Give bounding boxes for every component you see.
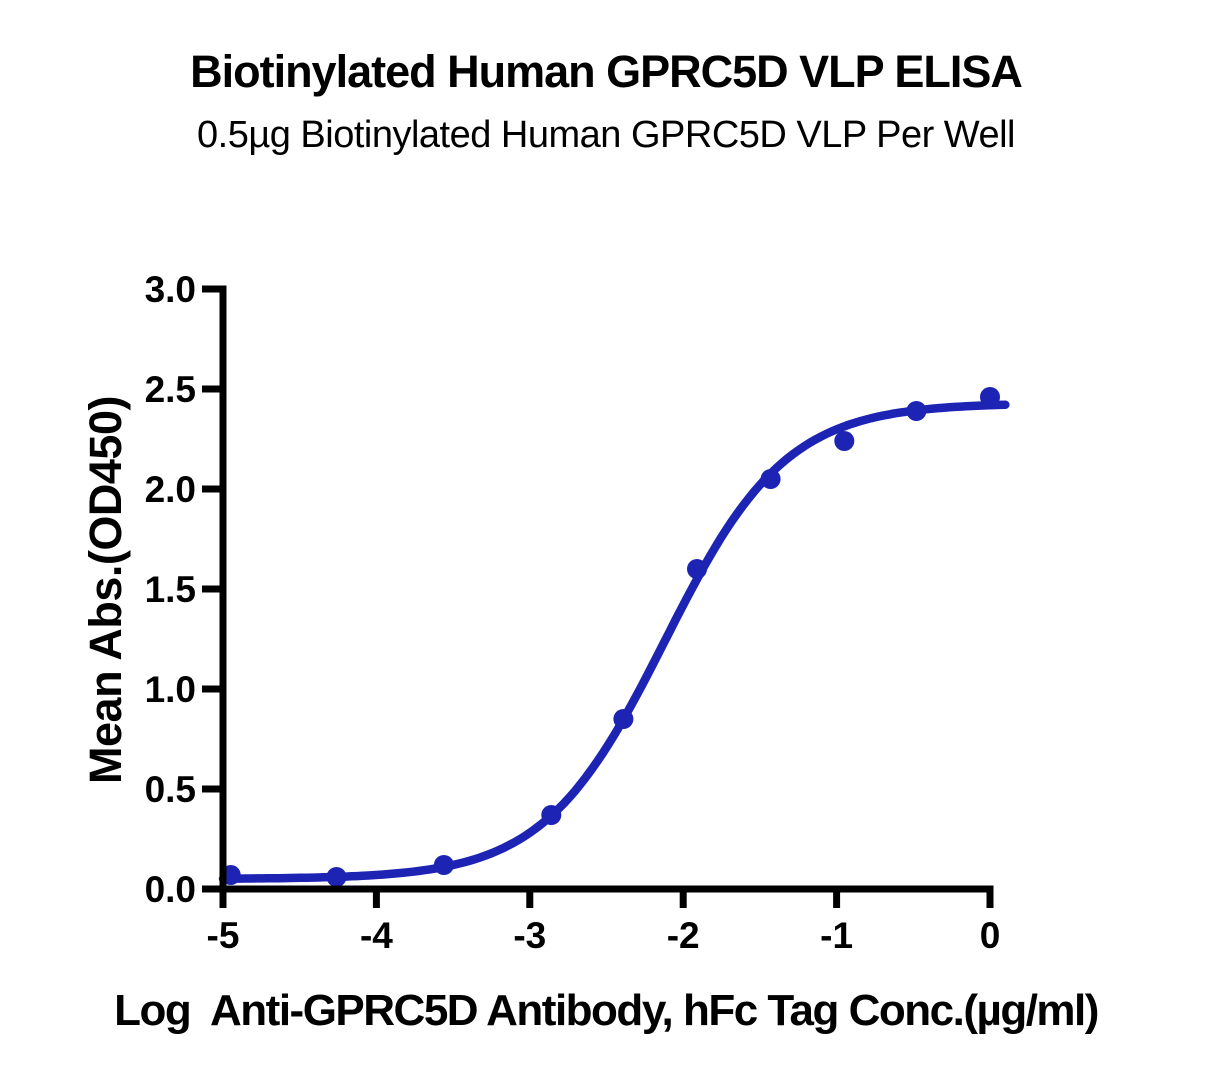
x-tick-label: -2 (667, 915, 700, 956)
x-tick-label: -5 (207, 915, 240, 956)
data-point (980, 387, 1000, 407)
chart-subtitle: 0.5µg Biotinylated Human GPRC5D VLP Per … (197, 114, 1016, 156)
data-point (687, 559, 707, 579)
x-axis-label: Log Anti-GPRC5D Antibody, hFc Tag Conc.(… (114, 986, 1099, 1035)
y-tick-label: 2.5 (145, 369, 196, 410)
y-tick-label: 3.0 (145, 269, 196, 310)
x-tick-label: -4 (360, 915, 393, 956)
data-point (760, 469, 781, 489)
x-tick-label: -3 (513, 915, 546, 956)
data-point (906, 401, 927, 421)
x-tick-label: 0 (980, 915, 1001, 956)
y-tick-label: 0.5 (145, 769, 196, 810)
y-axis-label: Mean Abs.(OD450) (80, 396, 131, 784)
y-tick-label: 0.0 (145, 869, 196, 910)
data-point (541, 805, 562, 825)
data-point (834, 431, 855, 451)
chart-title: Biotinylated Human GPRC5D VLP ELISA (190, 46, 1023, 97)
x-tick-label: -1 (820, 915, 853, 956)
data-point (433, 855, 454, 875)
y-tick-label: 1.0 (145, 669, 196, 710)
data-point (613, 709, 634, 729)
y-tick-label: 2.0 (145, 469, 196, 510)
data-point (326, 867, 347, 887)
y-tick-label: 1.5 (145, 569, 196, 610)
fit-curve (218, 400, 1010, 883)
